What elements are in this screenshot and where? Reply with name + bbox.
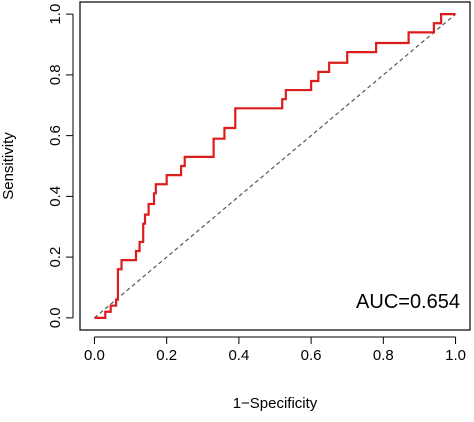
y-tick-label: 0.8 bbox=[47, 64, 64, 85]
x-axis-title: 1−Specificity bbox=[233, 395, 318, 412]
x-tick-label: 1.0 bbox=[445, 347, 466, 364]
x-tick-label: 0.6 bbox=[301, 347, 322, 364]
y-tick-label: 1.0 bbox=[47, 4, 64, 25]
y-tick-label: 0.0 bbox=[47, 307, 64, 328]
x-tick-label: 0.8 bbox=[373, 347, 394, 364]
y-tick-label: 0.2 bbox=[47, 247, 64, 268]
annotation: AUC=0.654 bbox=[356, 291, 460, 313]
y-tick-label: 0.6 bbox=[47, 125, 64, 146]
roc-curve bbox=[94, 13, 456, 319]
x-tick-label: 0.2 bbox=[156, 347, 177, 364]
y-axis-title: Sensitivity bbox=[0, 132, 17, 200]
x-tick-label: 0.4 bbox=[228, 347, 249, 364]
reference-line bbox=[94, 13, 456, 319]
plot-box bbox=[79, 1, 471, 331]
y-tick-label: 0.4 bbox=[47, 186, 64, 207]
x-tick-label: 0.0 bbox=[84, 347, 105, 364]
